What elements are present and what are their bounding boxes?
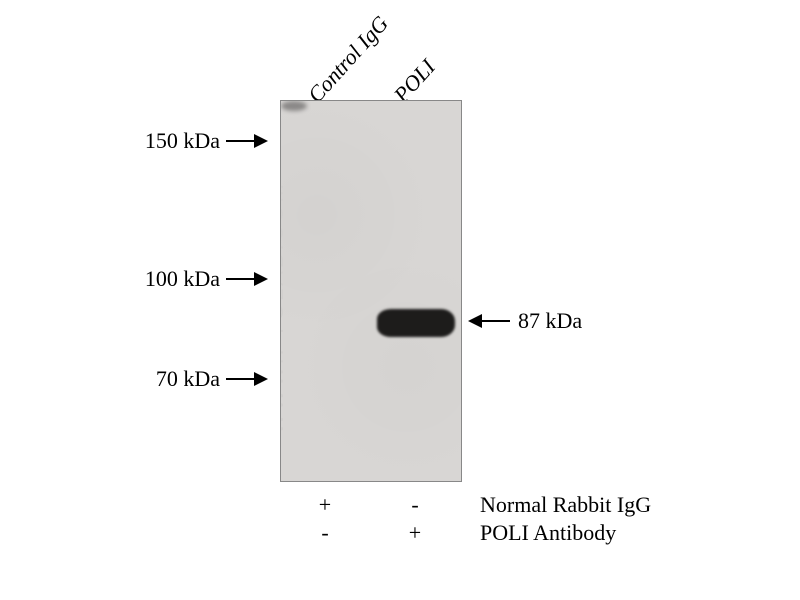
row1-label: Normal Rabbit IgG — [480, 492, 651, 518]
arrow-marker-150 — [226, 140, 266, 142]
blot-noise — [281, 101, 461, 481]
blot-band-poli — [377, 309, 455, 337]
arrow-detected-band — [470, 320, 510, 322]
marker-70: 70 kDa — [110, 366, 220, 392]
cell-r1c1: + — [280, 492, 370, 518]
row2-label: POLI Antibody — [480, 520, 616, 546]
watermark-text: WWW.PTGLAB.COM — [280, 181, 289, 434]
table-row-1: +-Normal Rabbit IgG — [280, 492, 651, 518]
detected-band-label: 87 kDa — [518, 308, 582, 334]
figure-container: Control IgG POLI WWW.PTGLAB.COM 150 kDa … — [60, 20, 740, 580]
table-row-2: -+ POLI Antibody — [280, 520, 616, 546]
cell-r1c2: - — [370, 492, 460, 518]
marker-100: 100 kDa — [110, 266, 220, 292]
marker-150: 150 kDa — [110, 128, 220, 154]
cell-r2c2: + — [370, 520, 460, 546]
arrow-marker-70 — [226, 378, 266, 380]
lane-label-control: Control IgG — [303, 11, 394, 108]
blot-area: WWW.PTGLAB.COM — [280, 100, 462, 482]
cell-r2c1: - — [280, 520, 370, 546]
arrow-marker-100 — [226, 278, 266, 280]
blot-smudge — [281, 101, 307, 111]
